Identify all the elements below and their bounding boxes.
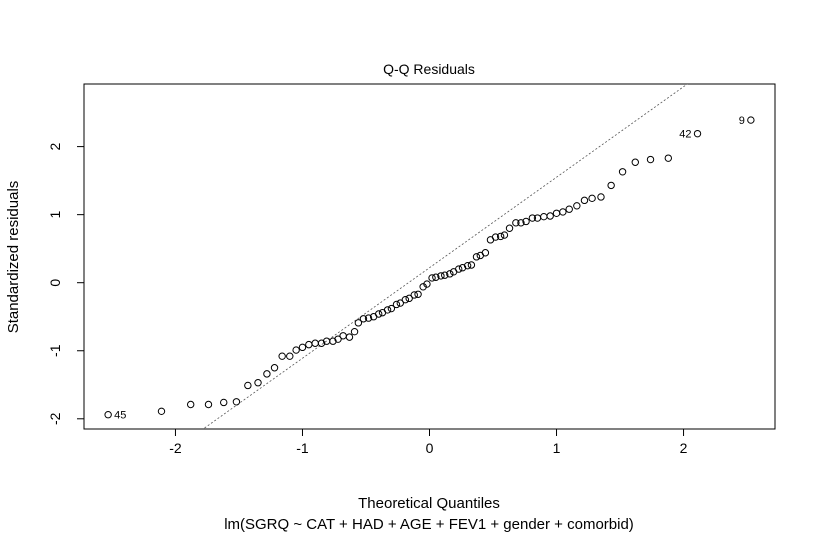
data-point: [423, 280, 431, 288]
chart-title: Q-Q Residuals: [383, 61, 475, 77]
data-point: [329, 337, 337, 345]
data-point: [646, 155, 655, 164]
y-axis-label: Standardized residuals: [5, 181, 22, 334]
data-point: [339, 332, 347, 340]
data-point: [298, 343, 307, 352]
data-point: [278, 352, 286, 360]
data-point: [441, 271, 449, 279]
y-tick-label: 0: [47, 279, 63, 287]
data-point: [334, 335, 342, 343]
data-point: [618, 168, 627, 176]
data-point: [588, 194, 596, 203]
data-point: [546, 212, 554, 220]
data-point: [747, 116, 755, 124]
data-point: [573, 202, 581, 210]
data-point: [455, 265, 463, 273]
data-point: [104, 411, 112, 419]
data-point: [693, 129, 702, 138]
data-point: [437, 272, 445, 280]
x-tick-label: 0: [426, 440, 434, 456]
data-point: [232, 398, 241, 406]
data-point: [512, 219, 520, 227]
x-axis-label: Theoretical Quantiles: [358, 495, 500, 512]
qq-reference-line: [202, 84, 689, 429]
data-point: [458, 264, 467, 272]
data-point: [401, 296, 410, 304]
data-point: [565, 205, 573, 213]
plot-frame: [83, 83, 776, 430]
point-label: 9: [739, 115, 745, 127]
data-point: [528, 214, 537, 222]
data-point: [467, 261, 476, 269]
point-label: 42: [679, 129, 691, 141]
data-point: [472, 253, 481, 261]
data-point: [491, 233, 500, 241]
y-axis: -2 -1 0 1 2: [47, 143, 85, 425]
data-point: [432, 273, 440, 281]
data-point: [552, 209, 561, 217]
data-point: [496, 232, 505, 241]
data-point: [607, 181, 615, 190]
data-point: [254, 379, 262, 387]
data-point: [405, 294, 413, 303]
data-point: [220, 398, 228, 407]
y-tick-label: 2: [47, 143, 63, 151]
x-axis: -2 -1 0 1 2: [169, 428, 688, 456]
reference-line-group: [202, 84, 689, 429]
data-point: [522, 217, 530, 226]
data-point: [580, 196, 589, 205]
x-tick-label: -2: [169, 440, 182, 456]
data-point: [414, 290, 422, 298]
data-point: [374, 310, 383, 318]
data-point: [410, 291, 418, 299]
data-point: [305, 340, 313, 349]
data-point: [311, 339, 319, 347]
data-point: [244, 381, 252, 390]
data-point: [354, 319, 363, 327]
point-label: 45: [114, 410, 126, 422]
data-point: [157, 407, 166, 416]
x-tick-label: 1: [553, 440, 561, 456]
data-point: [540, 212, 548, 221]
data-point: [345, 333, 354, 341]
y-tick-label: -1: [47, 344, 63, 357]
chart-subtitle: lm(SGRQ ~ CAT + HAD + AGE + FEV1 + gende…: [224, 516, 634, 533]
data-point: [292, 346, 300, 354]
data-point: [505, 224, 514, 232]
data-point: [500, 231, 509, 239]
data-point: [263, 370, 271, 378]
data-point: [428, 274, 436, 282]
data-point: [664, 154, 673, 162]
data-point: [364, 314, 373, 322]
y-tick-label: -2: [47, 412, 63, 425]
data-point: [387, 304, 396, 313]
y-tick-label: 1: [47, 211, 63, 219]
data-point: [270, 364, 279, 372]
data-point: [517, 219, 525, 227]
point-labels-group: 45 42 9: [114, 115, 745, 422]
data-point: [463, 261, 472, 270]
x-tick-label: -1: [296, 440, 309, 456]
data-point: [559, 208, 567, 216]
data-point: [186, 400, 195, 409]
data-point: [446, 270, 454, 278]
data-point: [481, 249, 490, 257]
points-group: [104, 116, 755, 419]
x-tick-label: 2: [680, 440, 688, 456]
data-point: [350, 327, 359, 336]
data-point: [317, 339, 326, 347]
data-point: [631, 158, 639, 166]
data-point: [392, 300, 401, 309]
data-point: [383, 306, 392, 314]
data-point: [597, 193, 605, 201]
data-point: [204, 400, 213, 409]
data-point: [359, 315, 368, 323]
data-point: [396, 299, 404, 307]
data-point: [286, 352, 294, 360]
